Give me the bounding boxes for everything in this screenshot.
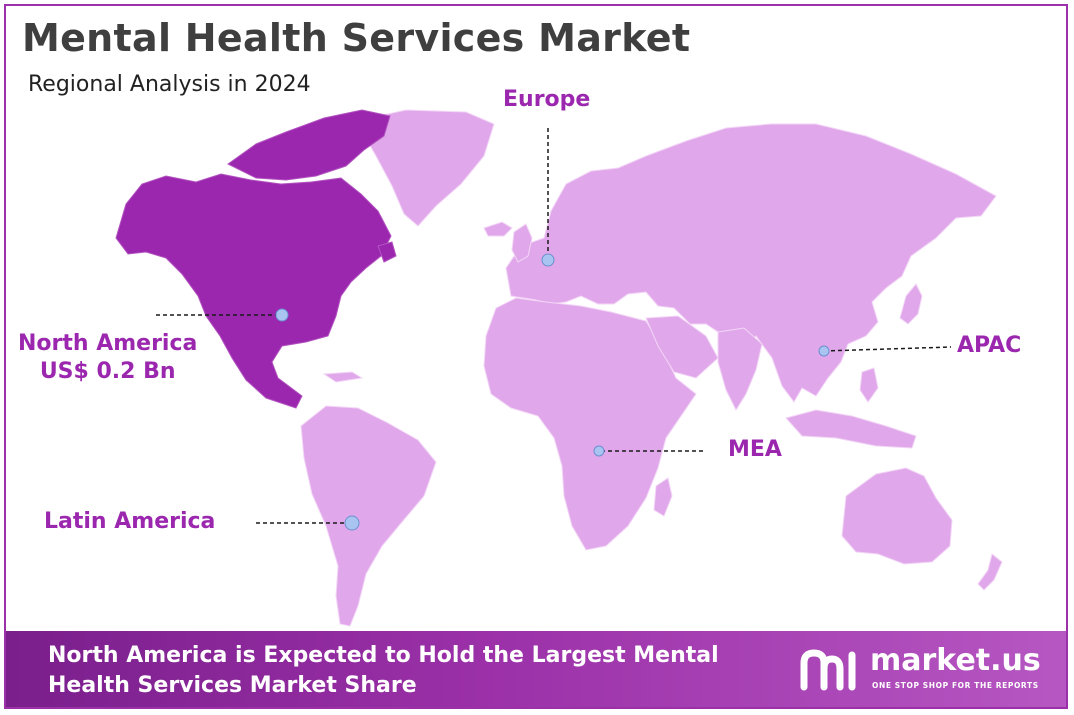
india-landmass	[717, 327, 763, 412]
north-america-marker	[275, 308, 289, 322]
caribbean-islands-landmass	[322, 371, 364, 383]
eurasia-landmass	[505, 123, 997, 403]
iceland-landmass	[483, 221, 513, 237]
market-us-logo-icon	[800, 649, 856, 691]
south-america-landmass	[300, 405, 437, 627]
north-america-name: North America	[18, 331, 198, 356]
greenland-landmass	[355, 109, 495, 227]
apac-marker	[818, 345, 830, 357]
region-label-europe: Europe	[503, 87, 591, 112]
europe-marker	[541, 253, 555, 267]
arctic-archipelago-landmass	[227, 109, 391, 181]
region-label-apac: APAC	[957, 333, 1022, 358]
footer-headline: North America is Expected to Hold the La…	[48, 643, 719, 698]
philippines-landmass	[859, 367, 879, 403]
north-america-value: US$ 0.2 Bn	[39, 359, 176, 384]
page-subtitle: Regional Analysis in 2024	[28, 72, 311, 97]
region-label-north-america: North America US$ 0.2 Bn	[18, 330, 197, 386]
mea-marker	[593, 445, 605, 457]
uk-landmass	[511, 223, 533, 263]
other-regions-fill	[300, 109, 1003, 627]
newfoundland-landmass	[377, 241, 397, 263]
new-zealand-landmass	[977, 553, 1003, 591]
africa-landmass	[483, 297, 697, 551]
brand-logo: market.us ONE STOP SHOP FOR THE REPORTS	[798, 643, 1048, 695]
logo-wordmark: market.us	[870, 643, 1041, 678]
north-america-highlight	[115, 109, 397, 409]
arabian-peninsula-landmass	[645, 315, 719, 379]
madagascar-landmass	[653, 477, 673, 517]
world-map	[115, 109, 1003, 627]
logo-tagline: ONE STOP SHOP FOR THE REPORTS	[872, 681, 1039, 690]
indonesia-landmass	[785, 409, 917, 449]
apac-leader	[823, 346, 952, 352]
footer-banner: North America is Expected to Hold the La…	[6, 631, 1066, 707]
infographic-frame: Mental Health Services Market Regional A…	[4, 4, 1068, 709]
australia-landmass	[841, 467, 953, 565]
japan-landmass	[899, 283, 923, 325]
north-america-landmass	[115, 173, 392, 409]
leader-lines	[156, 128, 952, 524]
region-markers	[275, 253, 830, 531]
region-label-mea: MEA	[728, 437, 782, 462]
region-label-latin-america: Latin America	[44, 509, 216, 534]
page-title: Mental Health Services Market	[22, 16, 691, 60]
latin-america-marker	[344, 515, 360, 531]
